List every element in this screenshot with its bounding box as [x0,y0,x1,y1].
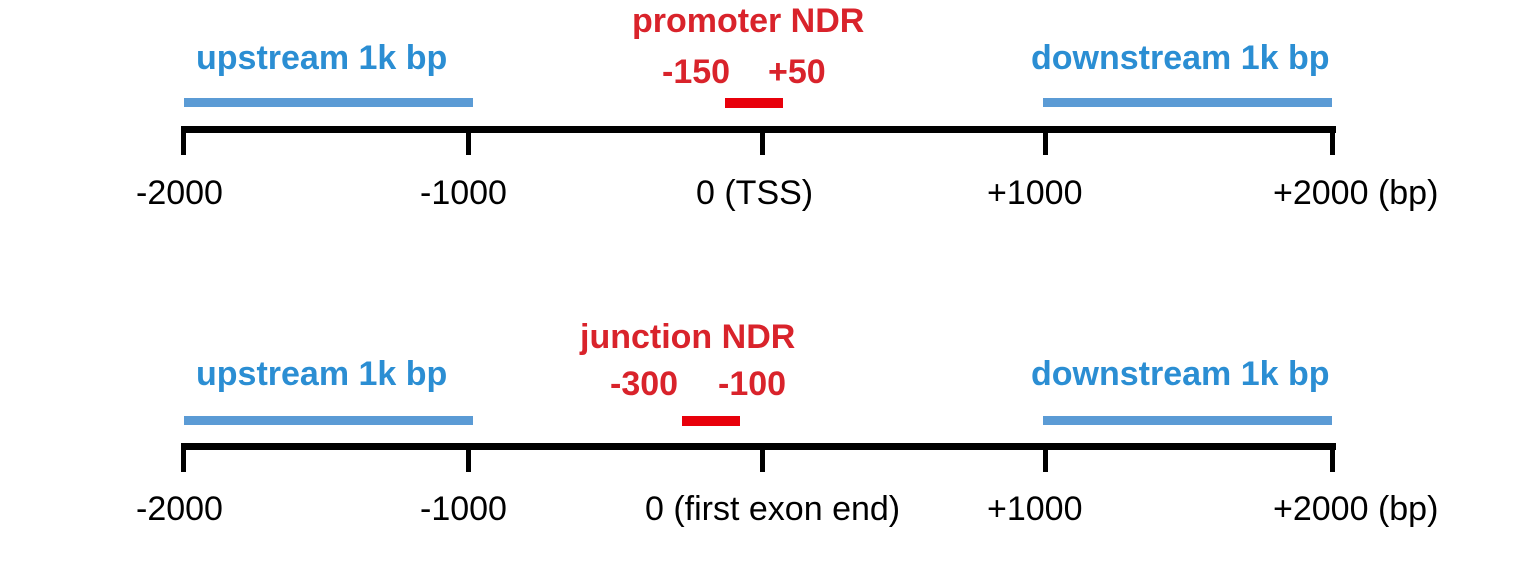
ndr-region-bar [725,98,783,108]
tick-label: 0 (TSS) [696,174,814,212]
tick-label: -2000 [136,490,223,528]
axis-tick [466,443,471,472]
downstream-region-bar [1043,98,1332,107]
downstream-label: downstream 1k bp [1031,355,1330,393]
junction-ndr-panel: junction NDR upstream 1k bp downstream 1… [0,316,1534,582]
ndr-end-label: -100 [718,365,787,403]
tick-label: +1000 [987,490,1083,528]
axis-tick [1330,126,1335,155]
upstream-label: upstream 1k bp [196,39,448,77]
ndr-title: junction NDR [580,318,796,356]
ndr-start-label: -300 [610,365,679,403]
ndr-end-label: +50 [768,53,826,91]
tick-label: -1000 [420,490,507,528]
promoter-ndr-panel: promoter NDR upstream 1k bp downstream 1… [0,0,1534,266]
axis-tick [181,443,186,472]
axis-tick [1043,443,1048,472]
ndr-title: promoter NDR [632,2,865,40]
tick-label: 0 (first exon end) [645,490,901,528]
coordinate-axis [181,126,1336,133]
tick-label: +2000 (bp) [1273,490,1439,528]
tick-label: +1000 [987,174,1083,212]
tick-label: -2000 [136,174,223,212]
upstream-label: upstream 1k bp [196,355,448,393]
ndr-start-label: -150 [662,53,731,91]
axis-tick [760,443,765,472]
axis-tick [466,126,471,155]
ndr-region-bar [682,416,740,426]
axis-tick [1330,443,1335,472]
tick-label: +2000 (bp) [1273,174,1439,212]
upstream-region-bar [184,416,473,425]
axis-tick [181,126,186,155]
axis-tick [1043,126,1048,155]
downstream-region-bar [1043,416,1332,425]
downstream-label: downstream 1k bp [1031,39,1330,77]
axis-tick [760,126,765,155]
tick-label: -1000 [420,174,507,212]
upstream-region-bar [184,98,473,107]
coordinate-axis [181,443,1336,450]
